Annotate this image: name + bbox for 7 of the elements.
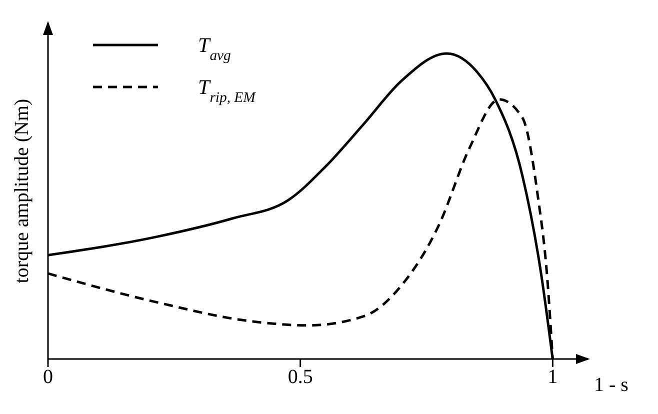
x-axis-title: 1 - s: [594, 374, 629, 396]
x-tick-label: 0.5: [288, 366, 313, 388]
legend-label: T$_{rip, EM}$: [198, 75, 256, 106]
y-axis-title: torque amplitude (Nm): [11, 98, 34, 284]
x-tick-label: 0: [43, 366, 53, 388]
legend-label: T$_{avg}$: [198, 33, 231, 64]
x-tick-label: 1: [548, 366, 558, 388]
